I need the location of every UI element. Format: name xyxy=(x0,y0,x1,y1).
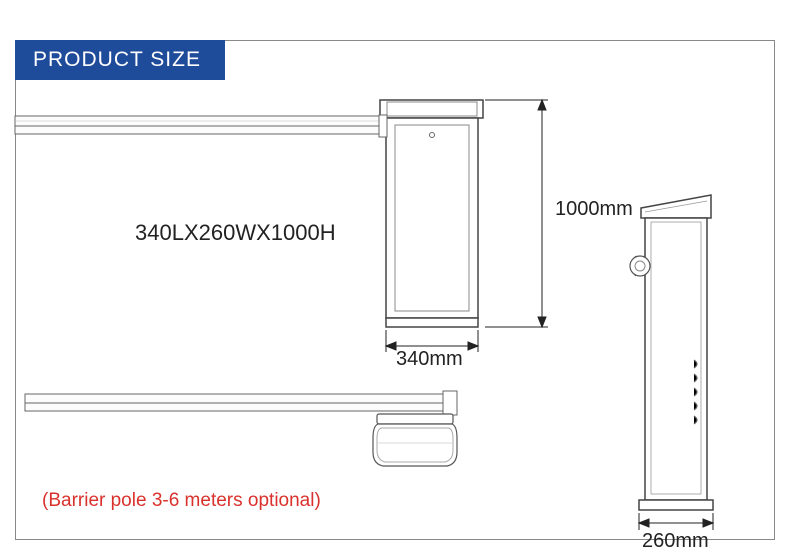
motor-housing xyxy=(373,414,457,466)
side-cabinet xyxy=(630,195,713,510)
title-text: PRODUCT SIZE xyxy=(33,48,201,71)
depth-label: 260mm xyxy=(642,530,709,553)
length-label: 340mm xyxy=(396,348,463,371)
height-label: 1000mm xyxy=(555,198,633,221)
depth-dimension xyxy=(639,513,713,530)
front-arm xyxy=(15,116,407,134)
height-dimension xyxy=(485,100,548,327)
front-cabinet xyxy=(379,100,483,327)
top-arm xyxy=(25,391,457,415)
barrier-note: (Barrier pole 3-6 meters optional) xyxy=(42,490,321,512)
diagram-svg xyxy=(15,40,775,540)
title-badge: PRODUCT SIZE xyxy=(15,40,225,80)
model-code: 340LX260WX1000H xyxy=(135,220,336,246)
